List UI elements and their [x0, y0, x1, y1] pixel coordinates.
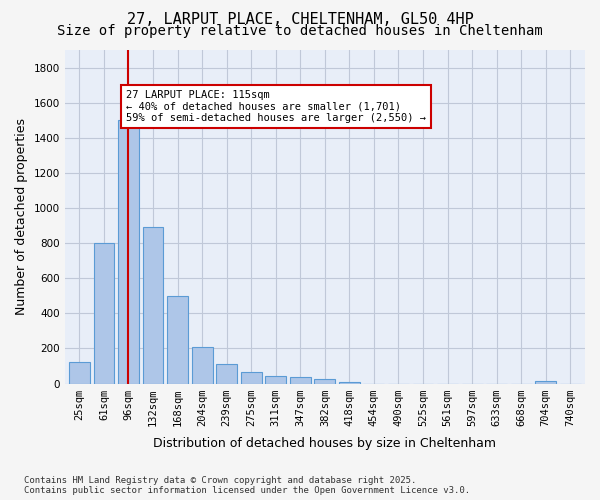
Bar [216, 364, 237, 384]
Bar [290, 378, 311, 384]
Bar [143, 228, 163, 384]
X-axis label: Distribution of detached houses by size in Cheltenham: Distribution of detached houses by size … [154, 437, 496, 450]
Y-axis label: Number of detached properties: Number of detached properties [15, 118, 28, 316]
Text: 27, LARPUT PLACE, CHELTENHAM, GL50 4HP: 27, LARPUT PLACE, CHELTENHAM, GL50 4HP [127, 12, 473, 28]
Bar [118, 120, 139, 384]
Bar [535, 381, 556, 384]
Bar [265, 376, 286, 384]
Bar [69, 362, 90, 384]
Bar [167, 296, 188, 384]
Text: Contains HM Land Registry data © Crown copyright and database right 2025.
Contai: Contains HM Land Registry data © Crown c… [24, 476, 470, 495]
Bar [94, 243, 115, 384]
Bar [241, 372, 262, 384]
Text: Size of property relative to detached houses in Cheltenham: Size of property relative to detached ho… [57, 24, 543, 38]
Bar [339, 382, 360, 384]
Text: 27 LARPUT PLACE: 115sqm
← 40% of detached houses are smaller (1,701)
59% of semi: 27 LARPUT PLACE: 115sqm ← 40% of detache… [126, 90, 426, 123]
Bar [314, 379, 335, 384]
Bar [191, 346, 212, 384]
